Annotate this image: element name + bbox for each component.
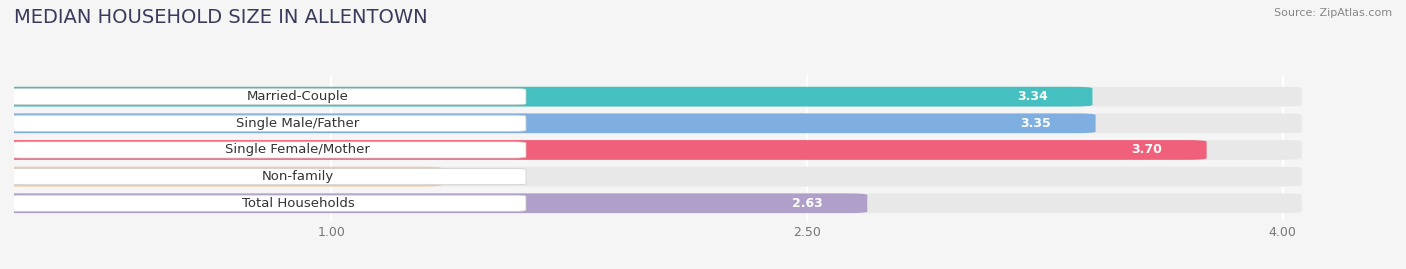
Text: 3.34: 3.34 <box>1018 90 1047 103</box>
Text: 2.63: 2.63 <box>792 197 823 210</box>
Text: MEDIAN HOUSEHOLD SIZE IN ALLENTOWN: MEDIAN HOUSEHOLD SIZE IN ALLENTOWN <box>14 8 427 27</box>
FancyBboxPatch shape <box>0 193 1302 213</box>
Text: Total Households: Total Households <box>242 197 354 210</box>
FancyBboxPatch shape <box>8 168 526 185</box>
FancyBboxPatch shape <box>0 140 1302 160</box>
Text: 1.29: 1.29 <box>449 170 477 183</box>
FancyBboxPatch shape <box>0 167 1302 186</box>
FancyBboxPatch shape <box>0 114 1302 133</box>
FancyBboxPatch shape <box>8 195 526 211</box>
Text: Single Male/Father: Single Male/Father <box>236 117 360 130</box>
FancyBboxPatch shape <box>0 140 1206 160</box>
Text: 3.35: 3.35 <box>1021 117 1052 130</box>
FancyBboxPatch shape <box>8 89 526 105</box>
FancyBboxPatch shape <box>0 114 1095 133</box>
FancyBboxPatch shape <box>0 87 1092 107</box>
Text: Married-Couple: Married-Couple <box>247 90 349 103</box>
FancyBboxPatch shape <box>8 142 526 158</box>
Text: Non-family: Non-family <box>262 170 335 183</box>
Text: 3.70: 3.70 <box>1132 143 1163 157</box>
FancyBboxPatch shape <box>0 167 443 186</box>
FancyBboxPatch shape <box>0 87 1302 107</box>
Text: Single Female/Mother: Single Female/Mother <box>225 143 370 157</box>
FancyBboxPatch shape <box>8 115 526 131</box>
Text: Source: ZipAtlas.com: Source: ZipAtlas.com <box>1274 8 1392 18</box>
FancyBboxPatch shape <box>0 193 868 213</box>
